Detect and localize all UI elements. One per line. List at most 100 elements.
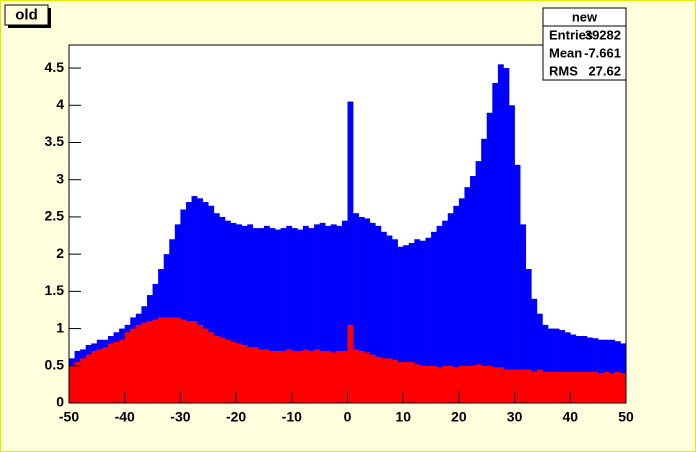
y-tick-label: 2.5 xyxy=(45,208,65,224)
bar xyxy=(559,371,566,403)
bar xyxy=(158,317,164,403)
bar xyxy=(514,164,521,403)
bar xyxy=(548,328,554,403)
bar xyxy=(614,371,621,403)
bar xyxy=(587,371,593,403)
bar xyxy=(258,228,265,403)
bar xyxy=(525,369,532,403)
bar xyxy=(330,352,337,403)
stats-frame xyxy=(542,7,627,81)
bar xyxy=(180,209,187,403)
bar xyxy=(230,222,237,403)
bar xyxy=(169,317,176,403)
bar xyxy=(592,371,599,403)
bar xyxy=(208,205,215,403)
x-tick-label: 50 xyxy=(618,409,634,425)
stats-label: Mean xyxy=(549,45,582,60)
bar xyxy=(375,225,382,403)
bar xyxy=(263,349,270,403)
bar xyxy=(146,321,153,403)
bar xyxy=(492,367,499,403)
bar xyxy=(509,369,515,403)
bar xyxy=(570,334,577,403)
bar xyxy=(130,328,137,403)
bar xyxy=(119,339,125,403)
bar xyxy=(314,349,320,403)
bar xyxy=(408,362,415,403)
x-tick-label: 40 xyxy=(563,409,579,425)
y-tick-label: 1 xyxy=(56,319,64,335)
bar xyxy=(197,324,203,403)
y-tick-label: 2 xyxy=(56,245,64,261)
bar xyxy=(514,369,521,403)
bar xyxy=(275,229,281,403)
bar xyxy=(598,339,605,403)
bar xyxy=(302,349,309,403)
y-tick-label: 3 xyxy=(56,170,64,186)
bar xyxy=(386,358,393,403)
stats-label: RMS xyxy=(549,63,578,78)
x-tick-label: -40 xyxy=(115,409,135,425)
x-tick-label: 30 xyxy=(507,409,523,425)
bar xyxy=(224,339,231,403)
bar xyxy=(319,222,326,403)
bar xyxy=(174,317,181,403)
bar xyxy=(353,213,359,403)
bar xyxy=(503,369,510,403)
bar xyxy=(542,371,549,403)
bar xyxy=(575,336,582,403)
bar xyxy=(124,332,131,403)
bar xyxy=(525,269,532,403)
bar xyxy=(492,82,499,403)
y-tick-label: 4 xyxy=(56,96,64,112)
bar xyxy=(152,319,159,403)
bar xyxy=(392,359,398,403)
bar xyxy=(425,365,432,403)
bar xyxy=(542,324,549,403)
stats-value: -7.661 xyxy=(584,45,621,60)
bar xyxy=(107,343,114,403)
bar xyxy=(163,317,170,403)
bar xyxy=(224,220,231,403)
bar xyxy=(431,231,437,403)
bar xyxy=(269,350,276,403)
bar xyxy=(336,350,343,403)
bar xyxy=(380,231,387,403)
bar xyxy=(559,330,566,403)
bar xyxy=(219,337,226,403)
bar xyxy=(464,187,471,403)
bar xyxy=(297,350,304,403)
bar xyxy=(197,198,203,403)
bar xyxy=(531,298,538,403)
bar xyxy=(603,371,610,403)
bar xyxy=(408,242,415,403)
bar xyxy=(386,235,393,403)
bar xyxy=(364,218,371,403)
y-tick-label: 0.5 xyxy=(45,356,65,372)
stats-value: 39282 xyxy=(585,27,621,42)
bar xyxy=(336,225,343,403)
x-tick-label: -50 xyxy=(59,409,79,425)
bar xyxy=(202,202,209,403)
bar xyxy=(475,161,482,403)
bar xyxy=(85,354,92,403)
bar xyxy=(592,338,599,403)
x-tick-label: -20 xyxy=(226,409,246,425)
bar xyxy=(241,344,248,403)
bar xyxy=(431,365,437,403)
bar xyxy=(236,343,242,403)
bar xyxy=(291,228,298,403)
bar xyxy=(280,228,287,403)
bar xyxy=(74,362,81,403)
bar xyxy=(230,341,237,403)
bar xyxy=(102,347,109,403)
bar xyxy=(291,350,298,403)
bar xyxy=(442,365,449,403)
bar xyxy=(135,324,142,403)
bar xyxy=(397,246,404,403)
bar xyxy=(581,371,588,403)
bar xyxy=(447,365,454,403)
bar xyxy=(598,373,605,403)
